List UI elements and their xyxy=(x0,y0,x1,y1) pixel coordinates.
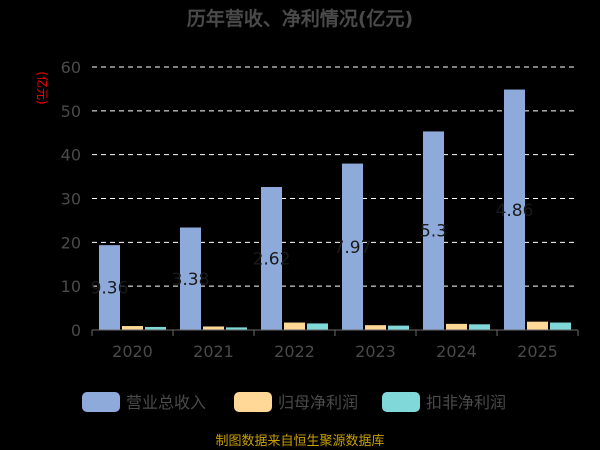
x-tick-label: 2025 xyxy=(517,342,558,361)
x-tick-label: 2022 xyxy=(274,342,315,361)
bar-0-2024 xyxy=(423,131,444,330)
legend-swatch xyxy=(234,392,272,412)
bar-1-2022 xyxy=(284,322,305,330)
bar-1-2024 xyxy=(446,323,467,330)
grid-lines xyxy=(92,66,578,287)
bar-2-2024 xyxy=(469,324,490,330)
bar-data-label: 7.97 xyxy=(334,238,372,258)
bar-data-label: 4.86 xyxy=(496,201,534,221)
bar-2-2022 xyxy=(307,323,328,330)
y-tick-label: 30 xyxy=(61,190,81,209)
bar-data-label: 2.62 xyxy=(253,250,291,270)
bar-2-2023 xyxy=(388,325,409,330)
data-labels: 9.36 3.38 2.62 7.97 5.3 4.86 xyxy=(91,201,534,299)
y-axis-label: (亿元) xyxy=(35,71,50,104)
bar-1-2025 xyxy=(527,321,548,330)
bar-0-2022 xyxy=(261,187,282,330)
y-tick-label: 60 xyxy=(61,58,81,77)
bar-0-2023 xyxy=(342,163,363,330)
y-tick-label: 0 xyxy=(71,321,81,340)
bar-2-2025 xyxy=(550,322,571,330)
bar-1-2021 xyxy=(203,326,224,330)
x-tick-label: 2020 xyxy=(112,342,153,361)
bar-data-label: 5.3 xyxy=(420,222,447,242)
bar-1-2023 xyxy=(365,325,386,330)
bar-0-2020 xyxy=(99,245,120,330)
x-axis-ticks: 2020 2021 2022 2023 2024 2025 xyxy=(91,330,579,361)
legend-swatch xyxy=(382,392,420,412)
chart-title: 历年营收、净利情况(亿元) xyxy=(187,7,413,30)
bar-0-2025 xyxy=(504,89,525,330)
bar-2-2021 xyxy=(226,327,247,330)
x-tick-label: 2024 xyxy=(436,342,477,361)
legend-label: 扣非净利润 xyxy=(426,393,506,412)
y-tick-label: 10 xyxy=(61,277,81,296)
bar-1-2020 xyxy=(122,326,143,330)
bars xyxy=(99,89,571,330)
bar-0-2021 xyxy=(180,227,201,330)
legend-swatch xyxy=(82,392,120,412)
x-tick-label: 2021 xyxy=(193,342,234,361)
legend-label: 归母净利润 xyxy=(278,393,358,412)
y-axis-ticks: 0 10 20 30 40 50 60 xyxy=(61,58,81,340)
x-tick-label: 2023 xyxy=(355,342,396,361)
bar-data-label: 9.36 xyxy=(91,279,129,299)
legend: 营业总收入 归母净利润 扣非净利润 xyxy=(82,392,506,412)
bar-data-label: 3.38 xyxy=(172,270,210,290)
legend-label: 营业总收入 xyxy=(126,393,206,412)
y-tick-label: 40 xyxy=(61,146,81,165)
y-tick-label: 20 xyxy=(61,233,81,252)
bar-2-2020 xyxy=(145,326,166,330)
source-note: 制图数据来自恒生聚源数据库 xyxy=(215,433,384,449)
y-tick-label: 50 xyxy=(61,102,81,121)
